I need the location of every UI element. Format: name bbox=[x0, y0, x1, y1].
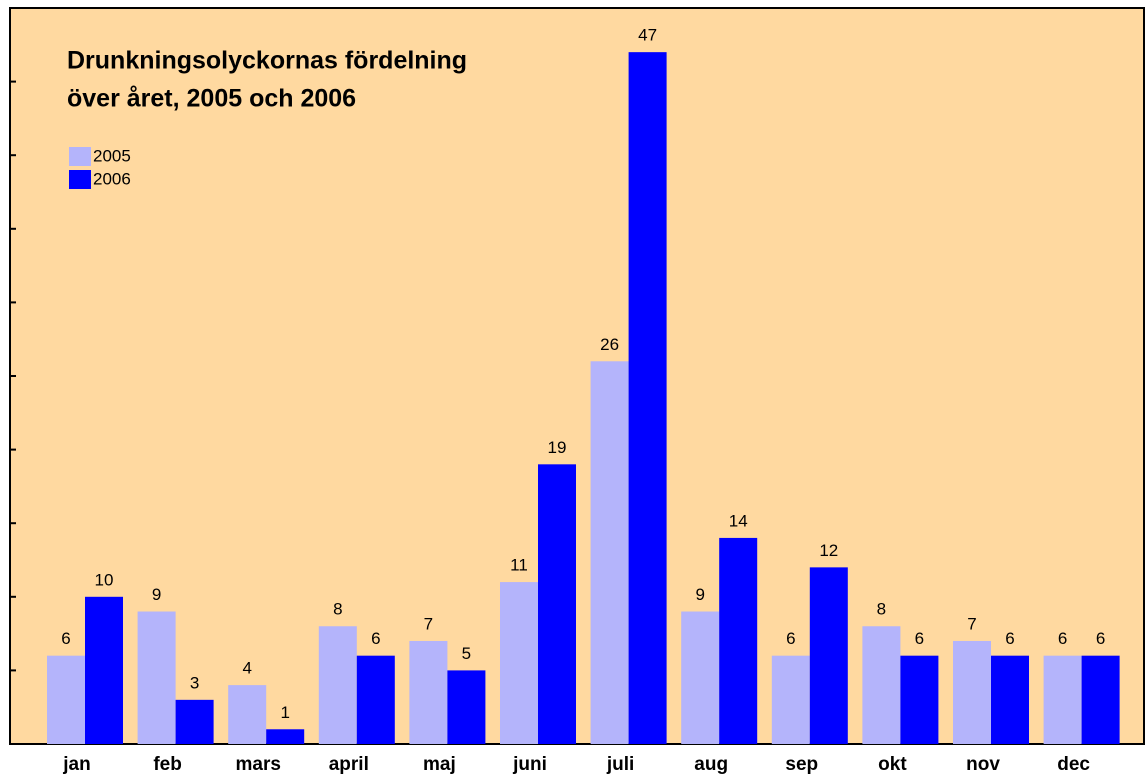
x-tick-label: jan bbox=[62, 754, 90, 775]
bar bbox=[409, 640, 448, 744]
x-tick-label: feb bbox=[153, 754, 182, 775]
legend-swatch bbox=[69, 170, 91, 189]
bar bbox=[137, 611, 176, 744]
data-label: 7 bbox=[967, 614, 976, 633]
bar bbox=[175, 699, 214, 744]
data-label: 6 bbox=[1005, 629, 1014, 648]
data-label: 5 bbox=[462, 644, 471, 663]
x-tick-label: juni bbox=[512, 754, 547, 775]
data-label: 1 bbox=[280, 703, 289, 722]
bar bbox=[356, 655, 395, 744]
chart-title: över året, 2005 och 2006 bbox=[67, 85, 356, 113]
data-label: 9 bbox=[695, 585, 704, 604]
data-label: 14 bbox=[729, 511, 748, 530]
data-label: 6 bbox=[1058, 629, 1067, 648]
data-label: 26 bbox=[600, 335, 619, 354]
data-label: 6 bbox=[915, 629, 924, 648]
data-label: 6 bbox=[1096, 629, 1105, 648]
plot-area bbox=[9, 7, 1145, 745]
data-label: 4 bbox=[242, 659, 251, 678]
data-label: 12 bbox=[819, 541, 838, 560]
data-label: 3 bbox=[190, 673, 199, 692]
data-label: 9 bbox=[152, 585, 161, 604]
data-label: 6 bbox=[61, 629, 70, 648]
bar bbox=[809, 567, 848, 744]
x-tick-label: aug bbox=[694, 754, 728, 775]
x-tick-label: mars bbox=[235, 754, 280, 775]
data-label: 6 bbox=[786, 629, 795, 648]
legend-swatch bbox=[69, 147, 91, 166]
x-tick-label: sep bbox=[785, 754, 818, 775]
data-label: 6 bbox=[371, 629, 380, 648]
legend-label: 2005 bbox=[93, 146, 131, 165]
bar bbox=[85, 596, 123, 744]
bar bbox=[47, 655, 85, 744]
bar bbox=[590, 361, 629, 744]
x-tick-label: nov bbox=[966, 754, 1000, 775]
bar bbox=[771, 655, 810, 744]
data-label: 8 bbox=[877, 600, 886, 619]
bar bbox=[1043, 655, 1082, 744]
x-tick-label: maj bbox=[423, 754, 456, 775]
x-tick-label: juli bbox=[606, 754, 634, 775]
bar bbox=[628, 52, 667, 745]
bar bbox=[228, 685, 267, 744]
data-label: 8 bbox=[333, 600, 342, 619]
bar bbox=[538, 464, 576, 744]
data-label: 7 bbox=[424, 614, 433, 633]
bar bbox=[900, 655, 939, 744]
x-tick-label: april bbox=[329, 754, 369, 775]
bar bbox=[991, 655, 1029, 744]
x-tick-label: dec bbox=[1057, 754, 1090, 775]
bar bbox=[953, 640, 991, 744]
chart-title: Drunkningsolyckornas fördelning bbox=[67, 47, 467, 75]
data-label: 47 bbox=[638, 26, 657, 45]
bar bbox=[719, 537, 758, 744]
bar bbox=[862, 626, 901, 744]
legend-label: 2006 bbox=[93, 169, 131, 188]
data-label: 11 bbox=[510, 556, 528, 575]
bar bbox=[318, 626, 357, 744]
data-label: 19 bbox=[548, 438, 567, 457]
bar bbox=[681, 611, 720, 744]
bar bbox=[266, 729, 305, 744]
bar bbox=[447, 670, 486, 744]
bar bbox=[1081, 655, 1120, 744]
bar bbox=[500, 582, 538, 744]
data-label: 10 bbox=[95, 570, 114, 589]
x-tick-label: okt bbox=[878, 754, 907, 775]
